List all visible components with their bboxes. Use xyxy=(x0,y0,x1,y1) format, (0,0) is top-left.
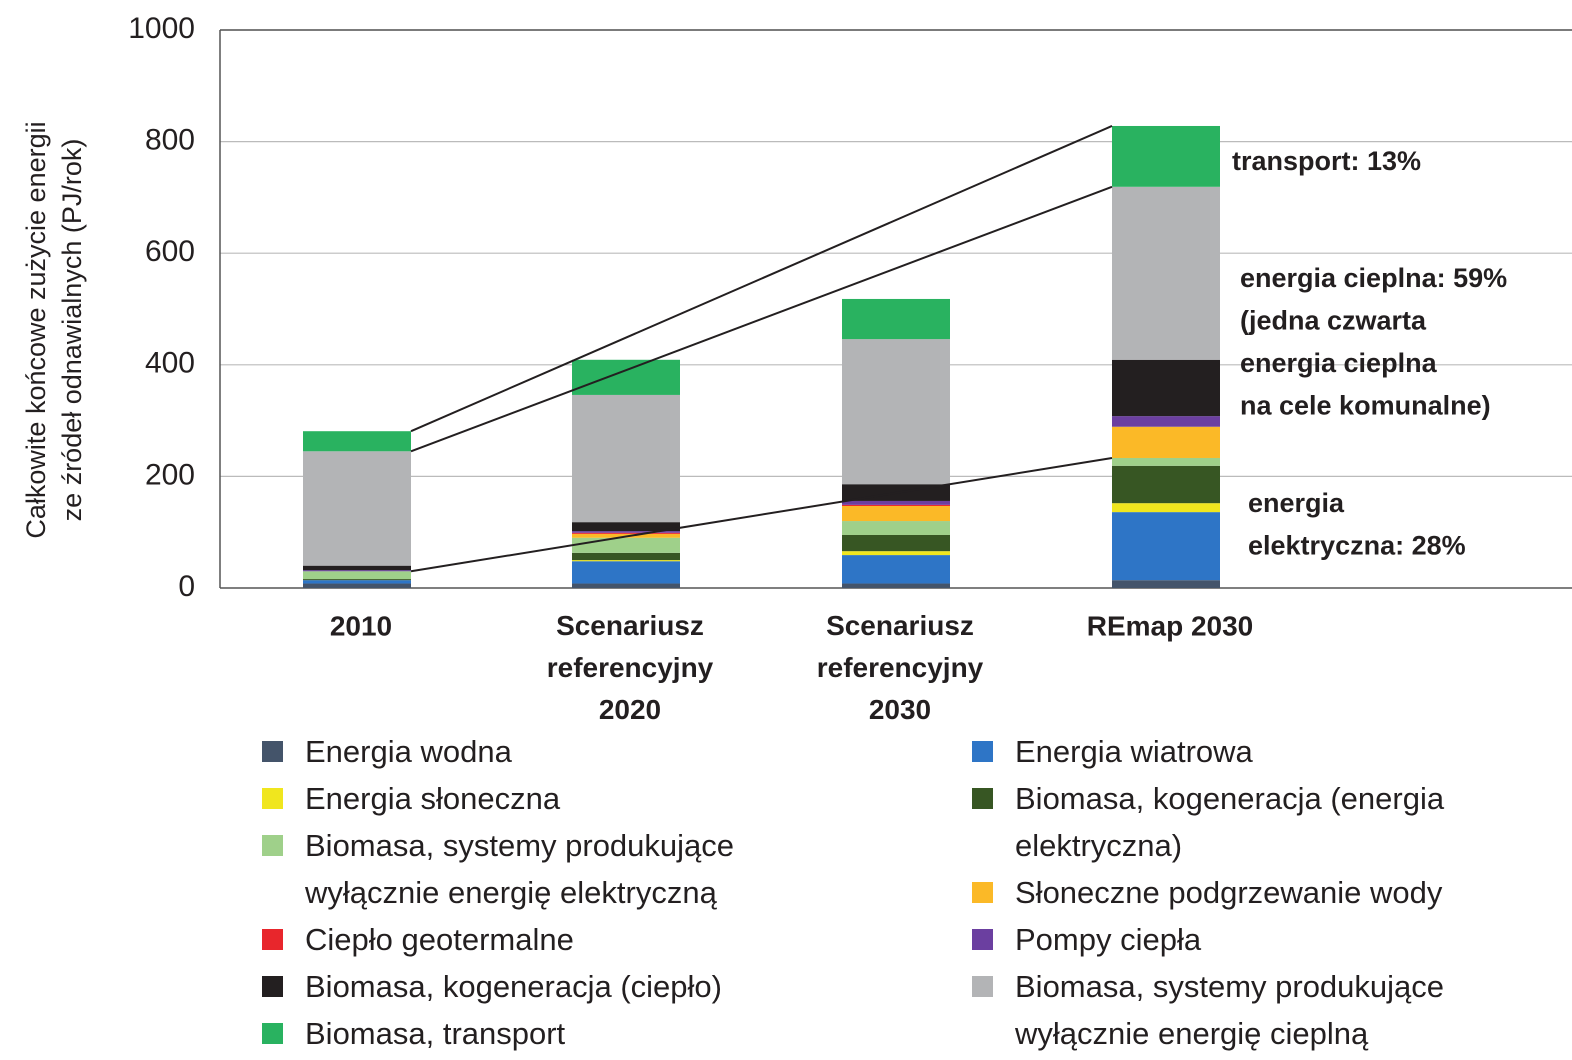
legend-col-1: Energia wodna Energia słoneczna Biomasa, s… xyxy=(262,728,862,1057)
bar-segment xyxy=(303,571,411,580)
x-tick-label: 2010 xyxy=(330,610,392,641)
legend-item: Słoneczne podgrzewanie wody xyxy=(972,869,1572,916)
bar-segment xyxy=(303,431,411,452)
bar-segment xyxy=(842,551,950,556)
bar-segment xyxy=(1112,416,1220,427)
x-tick-label: Scenariusz referencyjny 2030 xyxy=(817,610,984,725)
bar-segment xyxy=(303,570,411,572)
legend-label: Słoneczne podgrzewanie wody xyxy=(1015,875,1443,910)
bar-segment xyxy=(842,500,950,505)
bar-segment xyxy=(1112,359,1220,417)
legend-swatch xyxy=(972,882,993,903)
bar-segment xyxy=(842,339,950,485)
y-axis-label: ze źródeł odnawialnych (PJ/rok) xyxy=(57,139,87,522)
legend-label: Biomasa, kogeneracja (energia elektryczn… xyxy=(1015,781,1445,863)
legend-item: Energia wiatrowa xyxy=(972,728,1572,775)
legend-label: Biomasa, transport xyxy=(305,1016,566,1051)
bar-segment xyxy=(1112,512,1220,581)
connector-line xyxy=(410,456,1113,573)
y-axis-label: Całkowite końcowe zużycie energii xyxy=(21,121,51,538)
legend-swatch xyxy=(972,976,993,997)
legend-swatch xyxy=(262,835,283,856)
legend-swatch xyxy=(972,788,993,809)
legend-swatch xyxy=(262,788,283,809)
legend-item: Biomasa, kogeneracja (energia elektryczn… xyxy=(972,775,1572,869)
annotation: transport: 13% xyxy=(1232,146,1421,176)
connector-line xyxy=(410,185,1113,453)
bar-segment xyxy=(303,580,411,584)
annotation: (jedna czwarta xyxy=(1240,306,1427,336)
legend-label: Pompy ciepła xyxy=(1015,922,1202,957)
bar-segment xyxy=(842,521,950,535)
legend-item: Biomasa, systemy produkujące wyłącznie e… xyxy=(262,822,862,916)
bar-segment xyxy=(1112,186,1220,360)
legend-swatch xyxy=(262,1023,283,1044)
bar-segment xyxy=(1112,457,1220,466)
y-tick-label: 600 xyxy=(145,235,195,268)
legend-swatch xyxy=(262,976,283,997)
y-tick-label: 800 xyxy=(145,124,195,157)
x-tick-label: Scenariusz referencyjny 2020 xyxy=(547,610,714,725)
legend-item: Energia wodna xyxy=(262,728,862,775)
connector-line xyxy=(410,125,1113,433)
bar-segment xyxy=(1112,465,1220,504)
x-tick-label: REmap 2030 xyxy=(1087,610,1254,641)
legend-item: Biomasa, systemy produkujące wyłącznie e… xyxy=(972,963,1572,1057)
bar-segment xyxy=(572,537,680,553)
legend-label: Biomasa, systemy produkujące wyłącznie e… xyxy=(305,828,735,910)
legend-label: Energia słoneczna xyxy=(305,781,561,816)
bar-segment xyxy=(842,504,950,506)
bar-segment xyxy=(572,583,680,588)
y-tick-label: 1000 xyxy=(128,12,195,45)
bar-segment xyxy=(572,531,680,533)
y-tick-label: 0 xyxy=(178,570,195,603)
legend-item: Energia słoneczna xyxy=(262,775,862,822)
bar-segment xyxy=(572,522,680,532)
legend-col-2: Energia wiatrowa Biomasa, kogeneracja (en… xyxy=(972,728,1572,1057)
bar-segment xyxy=(842,298,950,340)
legend-item: Ciepło geotermalne xyxy=(262,916,862,963)
bar-segment xyxy=(572,394,680,523)
bar-segment xyxy=(1112,426,1220,458)
bar-segment xyxy=(303,451,411,566)
legend-item: Biomasa, kogeneracja (ciepło) xyxy=(262,963,862,1010)
legend-swatch xyxy=(972,741,993,762)
bar-segment xyxy=(842,505,950,522)
annotation: na cele komunalne) xyxy=(1240,391,1491,421)
bar-segment xyxy=(572,532,680,534)
bar-segment xyxy=(572,561,680,584)
bar-segment xyxy=(1112,503,1220,513)
legend-label: Energia wodna xyxy=(305,734,512,769)
legend-label: Ciepło geotermalne xyxy=(305,922,574,957)
annotation: energia cieplna: 59% xyxy=(1240,263,1507,293)
legend-swatch xyxy=(972,929,993,950)
bar-segment xyxy=(842,583,950,588)
bar-segment xyxy=(572,560,680,562)
annotation: energia cieplna xyxy=(1240,348,1438,378)
bar-segment xyxy=(842,534,950,552)
bar-segment xyxy=(572,552,680,561)
legend-label: Biomasa, kogeneracja (ciepło) xyxy=(305,969,722,1004)
legend-item: Biomasa, transport xyxy=(262,1010,862,1057)
bar-segment xyxy=(572,359,680,395)
annotation: energia xyxy=(1248,488,1345,518)
legend-item: Pompy ciepła xyxy=(972,916,1572,963)
bar-segment xyxy=(1112,125,1220,187)
bar-segment xyxy=(842,555,950,584)
bar-segment xyxy=(303,565,411,571)
legend-label: Biomasa, systemy produkujące wyłącznie e… xyxy=(1015,969,1445,1051)
bar-segment xyxy=(303,583,411,588)
legend-label: Energia wiatrowa xyxy=(1015,734,1253,769)
legend-swatch xyxy=(262,929,283,950)
y-tick-label: 400 xyxy=(145,347,195,380)
bar-segment xyxy=(303,579,411,581)
annotation: elektryczna: 28% xyxy=(1248,531,1466,561)
bar-segment xyxy=(1112,580,1220,588)
y-tick-label: 200 xyxy=(145,458,195,491)
legend-swatch xyxy=(262,741,283,762)
